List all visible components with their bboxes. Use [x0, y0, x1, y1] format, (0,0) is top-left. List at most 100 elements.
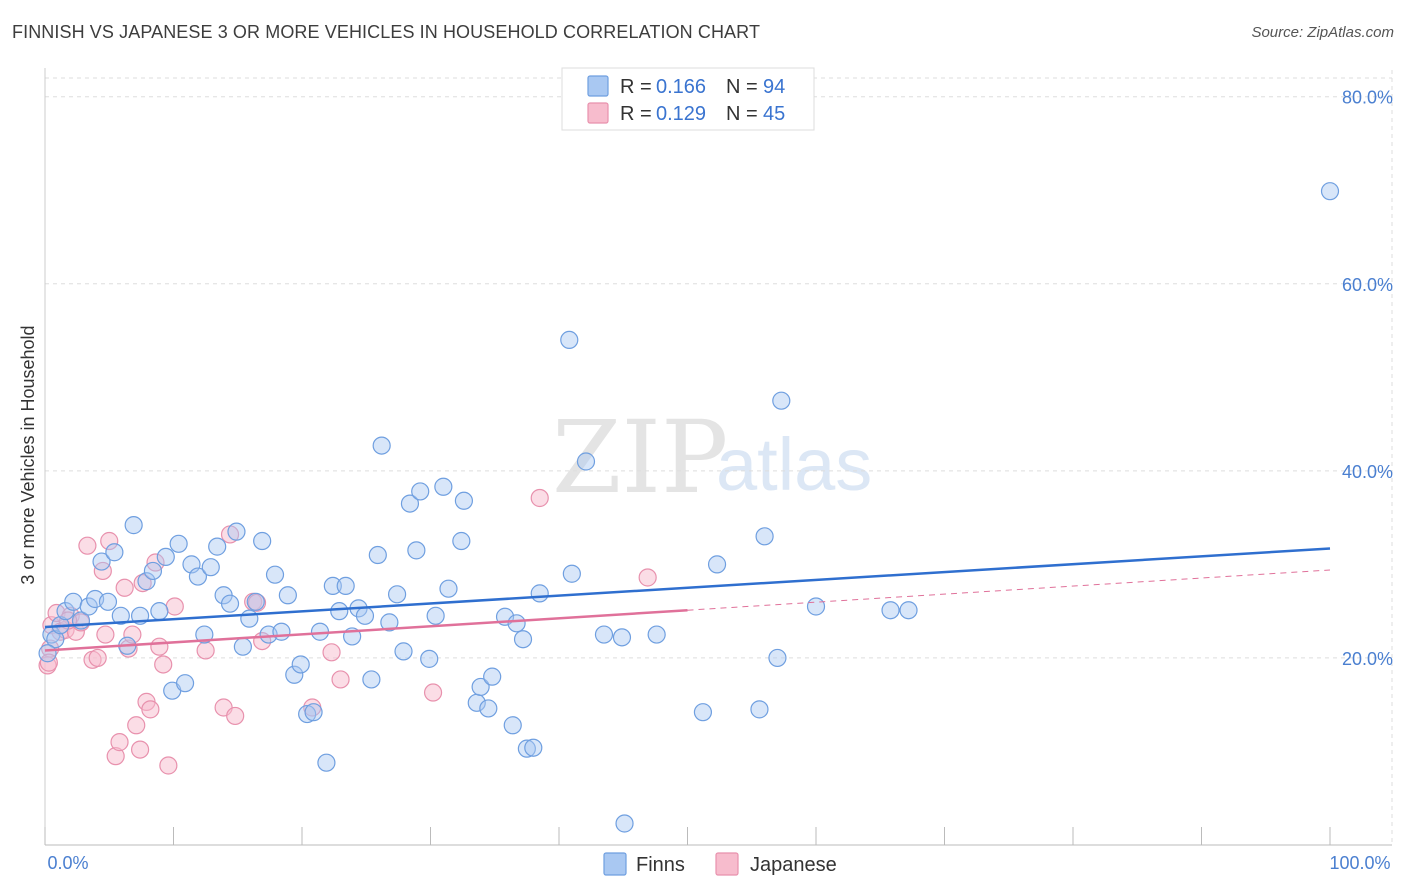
- point-finns-55: [394, 642, 413, 661]
- point-finns-45: [330, 602, 349, 621]
- point-finns-79: [594, 625, 614, 644]
- point-finns-71: [507, 614, 526, 633]
- point-finns-23: [188, 567, 208, 586]
- point-finns-53: [380, 613, 399, 632]
- legend-finns-n-value: 94: [763, 76, 785, 98]
- point-finns-52: [372, 436, 391, 455]
- point-finns-84: [707, 555, 727, 574]
- point-finns-32: [246, 592, 265, 611]
- watermark-atlas: atlas: [716, 423, 872, 506]
- point-finns-33: [253, 531, 272, 551]
- point-finns-78: [576, 452, 596, 471]
- point-finns-67: [479, 699, 498, 718]
- y-tick-label-40: 40.0%: [1342, 462, 1393, 482]
- point-finns-54: [387, 585, 407, 604]
- point-finns-13: [124, 516, 143, 535]
- x-tick-label-max: 100.0%: [1329, 853, 1390, 873]
- y-axis-label: 3 or more Vehicles in Household: [18, 325, 38, 584]
- y-tick-label-60: 60.0%: [1342, 275, 1393, 295]
- point-japanese-43: [39, 653, 58, 672]
- point-japanese-18: [123, 625, 142, 644]
- point-finns-28: [220, 594, 240, 613]
- point-japanese-41: [638, 568, 657, 587]
- y-tick-labels: 20.0% 40.0% 60.0% 80.0%: [1342, 88, 1393, 669]
- point-finns-50: [362, 670, 381, 689]
- point-finns-40: [298, 704, 317, 724]
- legend-finns-r-value: 0.166: [656, 76, 706, 98]
- point-finns-36: [272, 622, 291, 641]
- point-finns-29: [227, 522, 246, 541]
- point-finns-82: [647, 625, 666, 644]
- point-finns-90: [881, 601, 900, 620]
- point-finns-51: [368, 545, 387, 565]
- x-axis: [44, 68, 1392, 846]
- point-japanese-8: [78, 536, 97, 555]
- point-finns-62: [439, 579, 458, 598]
- legend-japanese-r-value: 0.129: [656, 103, 706, 125]
- point-finns-76: [560, 330, 579, 350]
- point-japanese-25: [150, 637, 169, 656]
- point-finns-31: [240, 609, 259, 628]
- chart-title: FINNISH VS JAPANESE 3 OR MORE VEHICLES I…: [12, 22, 761, 42]
- point-finns-81: [615, 814, 634, 833]
- point-japanese-38: [331, 670, 350, 689]
- series-finns: [38, 182, 1340, 833]
- point-japanese-34: [247, 593, 267, 612]
- trend-line-finns: [44, 547, 1331, 629]
- point-japanese-39: [423, 683, 443, 702]
- point-finns-63: [452, 531, 471, 551]
- point-japanese-27: [159, 756, 178, 775]
- point-finns-75: [530, 584, 549, 603]
- point-finns-37: [278, 586, 297, 605]
- bottom-legend-finns-label: Finns: [636, 854, 685, 876]
- point-finns-38: [285, 665, 304, 684]
- source-label: Source: ZipAtlas.com: [1251, 24, 1394, 41]
- point-finns-83: [693, 703, 713, 722]
- point-finns-11: [111, 606, 130, 625]
- point-finns-74: [524, 738, 543, 757]
- point-finns-66: [471, 677, 490, 697]
- point-japanese-37: [322, 643, 341, 662]
- legend-japanese-r-label: R =: [620, 103, 652, 125]
- point-finns-93: [38, 644, 57, 663]
- point-finns-8: [92, 552, 111, 571]
- point-finns-1: [46, 630, 65, 649]
- point-finns-20: [169, 534, 188, 553]
- point-japanese-19: [127, 716, 146, 735]
- x-tick-label-min: 0.0%: [47, 853, 88, 873]
- bottom-legend: Finns Japanese: [603, 852, 837, 876]
- trend-line-japanese-dashed: [687, 569, 1331, 611]
- point-finns-56: [400, 494, 420, 513]
- trend-line-japanese-solid: [44, 608, 688, 652]
- point-finns-18: [156, 547, 175, 567]
- point-finns-35: [265, 565, 285, 584]
- bottom-legend-japanese-label: Japanese: [750, 854, 837, 876]
- point-finns-85: [750, 700, 769, 719]
- point-finns-80: [612, 628, 632, 647]
- point-japanese-16: [115, 578, 134, 597]
- point-japanese-40: [530, 488, 549, 508]
- point-finns-9: [98, 592, 118, 611]
- point-finns-39: [291, 655, 310, 674]
- point-finns-10: [105, 543, 124, 562]
- point-finns-59: [420, 649, 439, 668]
- point-finns-73: [517, 739, 536, 758]
- y-tick-label-80: 80.0%: [1342, 88, 1393, 108]
- point-japanese-26: [154, 655, 173, 674]
- point-finns-26: [208, 537, 227, 556]
- point-finns-92: [1320, 182, 1340, 201]
- point-finns-91: [899, 601, 918, 620]
- point-finns-77: [562, 564, 581, 583]
- point-japanese-10: [88, 648, 107, 668]
- point-japanese-12: [96, 625, 115, 644]
- trend-lines: [44, 547, 1331, 652]
- legend-japanese-swatch: [587, 102, 609, 124]
- point-japanese-13: [100, 531, 119, 551]
- point-finns-86: [755, 527, 774, 546]
- bottom-legend-finns-swatch: [603, 852, 627, 876]
- point-japanese-23: [141, 700, 160, 719]
- point-finns-88: [772, 391, 791, 410]
- point-finns-60: [426, 606, 445, 625]
- legend-japanese-n-value: 45: [763, 103, 785, 125]
